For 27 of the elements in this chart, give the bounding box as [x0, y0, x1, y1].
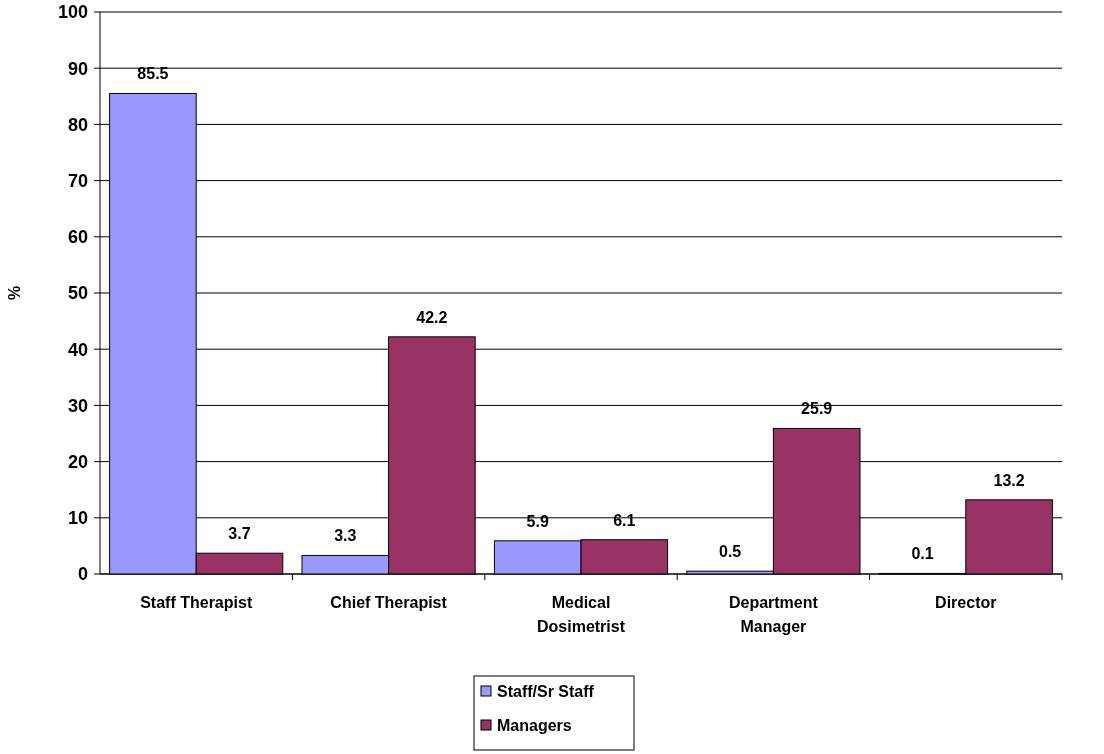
data-label: 0.5 [718, 543, 742, 561]
y-tick-label: 70 [67, 170, 88, 191]
y-tick-label: 50 [67, 283, 88, 304]
y-tick-label: 20 [67, 451, 88, 472]
y-tick-label: 40 [67, 339, 88, 360]
data-label: 13.2 [993, 471, 1025, 489]
y-tick-label: 10 [67, 508, 88, 529]
y-axis-title: % [6, 285, 23, 301]
legend-label: Managers [497, 716, 572, 734]
data-label: 3.7 [228, 525, 251, 543]
x-tick-label: Staff Therapist [140, 594, 253, 611]
data-label: 85.5 [137, 65, 169, 83]
x-tick-label: Medical Dosimetrist [536, 594, 626, 635]
data-label: 0.1 [911, 545, 934, 563]
legend-label: Staff/Sr Staff [497, 682, 595, 700]
y-tick-label: 30 [67, 395, 88, 416]
y-tick-label: 100 [57, 2, 88, 23]
x-tick-label: Director [935, 594, 997, 611]
y-tick-label: 80 [67, 114, 88, 135]
data-label: 42.2 [416, 308, 448, 326]
data-label: 5.9 [526, 512, 549, 530]
x-tick-label: Department Manager [728, 594, 819, 635]
y-tick-label: 90 [67, 58, 88, 79]
y-tick-label: 0 [77, 564, 88, 585]
data-label: 3.3 [334, 527, 357, 545]
x-tick-label: Chief Therapist [330, 594, 448, 611]
y-tick-label: 60 [67, 227, 88, 248]
